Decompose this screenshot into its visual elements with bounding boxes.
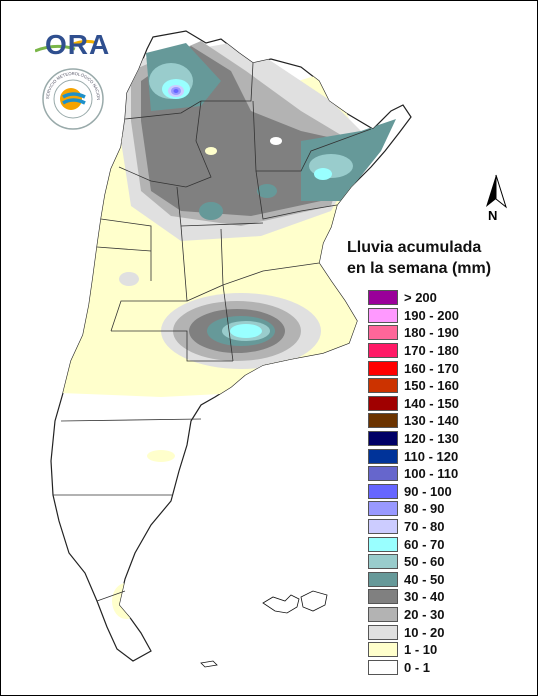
legend-label: 140 - 150 bbox=[404, 395, 459, 411]
legend-title-line1: Lluvia acumulada bbox=[347, 239, 482, 256]
legend-row: 190 - 200 bbox=[368, 307, 459, 325]
legend-row: 120 - 130 bbox=[368, 430, 459, 448]
legend-row: 100 - 110 bbox=[368, 465, 459, 483]
legend-swatch bbox=[368, 536, 398, 552]
legend-label: 1 - 10 bbox=[404, 642, 438, 658]
legend-swatch bbox=[368, 395, 398, 411]
legend-row: 1 - 10 bbox=[368, 641, 459, 659]
legend-row: 20 - 30 bbox=[368, 606, 459, 624]
legend-row: 40 - 50 bbox=[368, 571, 459, 589]
legend-row: 50 - 60 bbox=[368, 553, 459, 571]
legend-row: 130 - 140 bbox=[368, 412, 459, 430]
rainfall-layer bbox=[61, 41, 396, 619]
legend-swatch bbox=[368, 325, 398, 341]
legend-label: 50 - 60 bbox=[404, 554, 445, 570]
smn-seal-logo: SERVICIO METEOROLÓGICO NACIONAL · ARGENT… bbox=[41, 67, 104, 130]
legend-label: 0 - 1 bbox=[404, 659, 431, 675]
isla-de-los-estados bbox=[200, 660, 218, 668]
legend-row: 160 - 170 bbox=[368, 359, 459, 377]
legend-label: 180 - 190 bbox=[404, 325, 459, 341]
legend-swatch bbox=[368, 413, 398, 429]
legend-label: 10 - 20 bbox=[404, 624, 445, 640]
legend-swatch bbox=[368, 307, 398, 323]
legend-row: > 200 bbox=[368, 289, 459, 307]
legend-label: 60 - 70 bbox=[404, 536, 445, 552]
legend-row: 170 - 180 bbox=[368, 342, 459, 360]
legend-label: 100 - 110 bbox=[404, 466, 459, 482]
north-arrow-icon bbox=[486, 174, 507, 209]
legend-label: 160 - 170 bbox=[404, 360, 459, 376]
legend-swatch bbox=[368, 659, 398, 675]
legend-label: 110 - 120 bbox=[404, 448, 459, 464]
legend-title: Lluvia acumulada en la semana (mm) bbox=[347, 237, 527, 279]
legend-label: 90 - 100 bbox=[404, 483, 452, 499]
legend-row: 60 - 70 bbox=[368, 535, 459, 553]
legend-swatch bbox=[368, 554, 398, 570]
legend-label: 120 - 130 bbox=[404, 431, 459, 447]
legend-swatch bbox=[368, 606, 398, 622]
legend-row: 180 - 190 bbox=[368, 324, 459, 342]
legend-swatch bbox=[368, 343, 398, 359]
legend-row: 0 - 1 bbox=[368, 658, 459, 676]
legend-swatch bbox=[368, 431, 398, 447]
legend-row: 30 - 40 bbox=[368, 588, 459, 606]
legend-swatch bbox=[368, 360, 398, 376]
legend-label: 150 - 160 bbox=[404, 378, 459, 394]
legend-label: 70 - 80 bbox=[404, 519, 445, 535]
legend-swatch bbox=[368, 483, 398, 499]
ora-logo bbox=[35, 39, 98, 53]
legend-title-line2: en la semana (mm) bbox=[347, 260, 492, 277]
legend-label: 30 - 40 bbox=[404, 589, 445, 605]
ora-logo-text: ORA bbox=[45, 29, 111, 60]
legend-label: 80 - 90 bbox=[404, 501, 445, 517]
legend-swatch bbox=[368, 589, 398, 605]
legend-label: 130 - 140 bbox=[404, 413, 459, 429]
legend-swatch bbox=[368, 571, 398, 587]
legend-swatch bbox=[368, 466, 398, 482]
province-boundaries bbox=[53, 62, 372, 602]
legend-label: 190 - 200 bbox=[404, 307, 459, 323]
legend-swatch bbox=[368, 378, 398, 394]
legend-swatch bbox=[368, 624, 398, 640]
legend-label: > 200 bbox=[404, 290, 437, 306]
legend-row: 90 - 100 bbox=[368, 483, 459, 501]
legend-row: 140 - 150 bbox=[368, 395, 459, 413]
legend-swatch bbox=[368, 448, 398, 464]
legend-row: 80 - 90 bbox=[368, 500, 459, 518]
legend-label: 40 - 50 bbox=[404, 571, 445, 587]
legend-swatch bbox=[368, 519, 398, 535]
legend-label: 170 - 180 bbox=[404, 343, 459, 359]
legend-swatch bbox=[368, 290, 398, 306]
legend-swatch bbox=[368, 642, 398, 658]
legend-swatch bbox=[368, 501, 398, 517]
legend-row: 10 - 20 bbox=[368, 623, 459, 641]
malvinas-islands bbox=[262, 590, 328, 614]
legend-label: 20 - 30 bbox=[404, 606, 445, 622]
legend-row: 70 - 80 bbox=[368, 518, 459, 536]
legend-row: 150 - 160 bbox=[368, 377, 459, 395]
rainfall-legend: > 200 190 - 200 180 - 190 170 - 180 160 - 17… bbox=[368, 289, 459, 676]
north-label: N bbox=[488, 208, 498, 223]
legend-row: 110 - 120 bbox=[368, 447, 459, 465]
